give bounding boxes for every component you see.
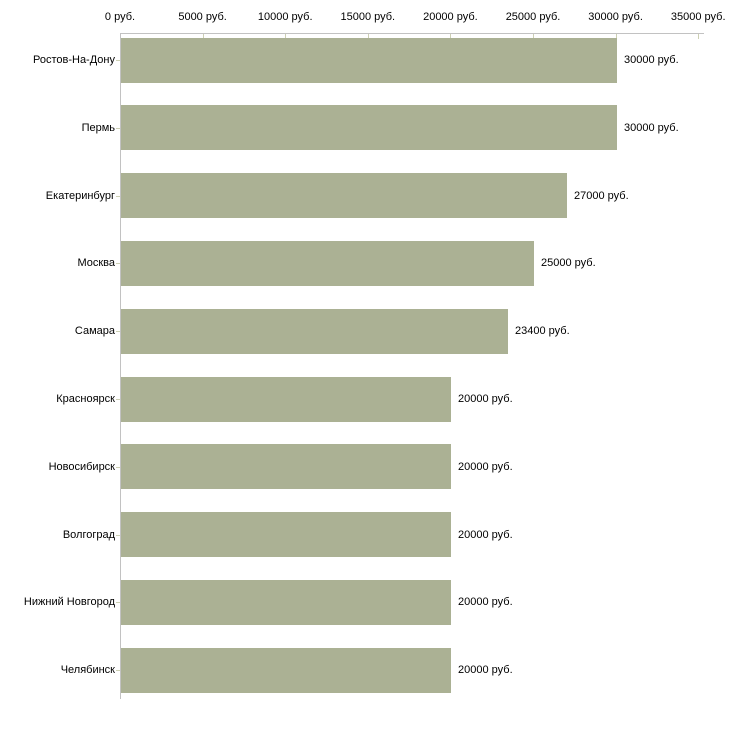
category-label: Екатеринбург	[45, 190, 115, 202]
category-label: Самара	[74, 325, 115, 337]
bar	[121, 648, 451, 693]
category-tick-mark	[116, 602, 120, 603]
value-label: 25000 руб.	[541, 257, 596, 269]
category-label: Новосибирск	[48, 461, 115, 473]
category-tick-mark	[116, 670, 120, 671]
bar	[121, 38, 617, 83]
value-label: 20000 руб.	[458, 596, 513, 608]
x-tick-mark	[533, 34, 534, 39]
bar	[121, 580, 451, 625]
x-tick-label: 35000 руб.	[670, 11, 726, 23]
value-label: 23400 руб.	[515, 325, 570, 337]
x-tick-mark	[203, 34, 204, 39]
category-tick-mark	[116, 196, 120, 197]
x-tick-mark	[285, 34, 286, 39]
bar	[121, 241, 534, 286]
value-label: 27000 руб.	[574, 190, 629, 202]
bar	[121, 444, 451, 489]
category-label: Красноярск	[56, 393, 115, 405]
x-tick-label: 20000 руб.	[423, 11, 478, 23]
x-tick-mark	[368, 34, 369, 39]
x-tick-label: 5000 руб.	[178, 11, 227, 23]
category-label: Нижний Новгород	[23, 596, 115, 608]
bar	[121, 173, 567, 218]
x-tick-label: 0 руб.	[104, 11, 136, 23]
category-tick-mark	[116, 399, 120, 400]
x-tick-label: 25000 руб.	[505, 11, 561, 23]
x-tick-mark	[450, 34, 451, 39]
x-tick-mark	[698, 34, 699, 39]
bar	[121, 512, 451, 557]
category-tick-mark	[116, 128, 120, 129]
x-tick-label: 15000 руб.	[340, 11, 396, 23]
category-label: Челябинск	[60, 664, 115, 676]
category-tick-mark	[116, 535, 120, 536]
bar	[121, 377, 451, 422]
x-axis-line	[120, 33, 704, 34]
x-tick-label: 10000 руб.	[257, 11, 313, 23]
value-label: 20000 руб.	[458, 461, 513, 473]
value-label: 20000 руб.	[458, 393, 513, 405]
category-tick-mark	[116, 467, 120, 468]
category-tick-mark	[116, 263, 120, 264]
value-label: 20000 руб.	[458, 664, 513, 676]
category-label: Волгоград	[62, 529, 115, 541]
category-label: Москва	[77, 257, 115, 269]
bar	[121, 105, 617, 150]
category-label: Пермь	[81, 122, 115, 134]
value-label: 30000 руб.	[624, 122, 679, 134]
category-label: Ростов-На-Дону	[32, 54, 115, 66]
x-tick-mark	[616, 34, 617, 39]
value-label: 20000 руб.	[458, 529, 513, 541]
category-tick-mark	[116, 60, 120, 61]
value-label: 30000 руб.	[624, 54, 679, 66]
bar	[121, 309, 508, 354]
x-tick-label: 30000 руб.	[588, 11, 643, 23]
category-tick-mark	[116, 331, 120, 332]
y-axis-line	[120, 33, 121, 699]
